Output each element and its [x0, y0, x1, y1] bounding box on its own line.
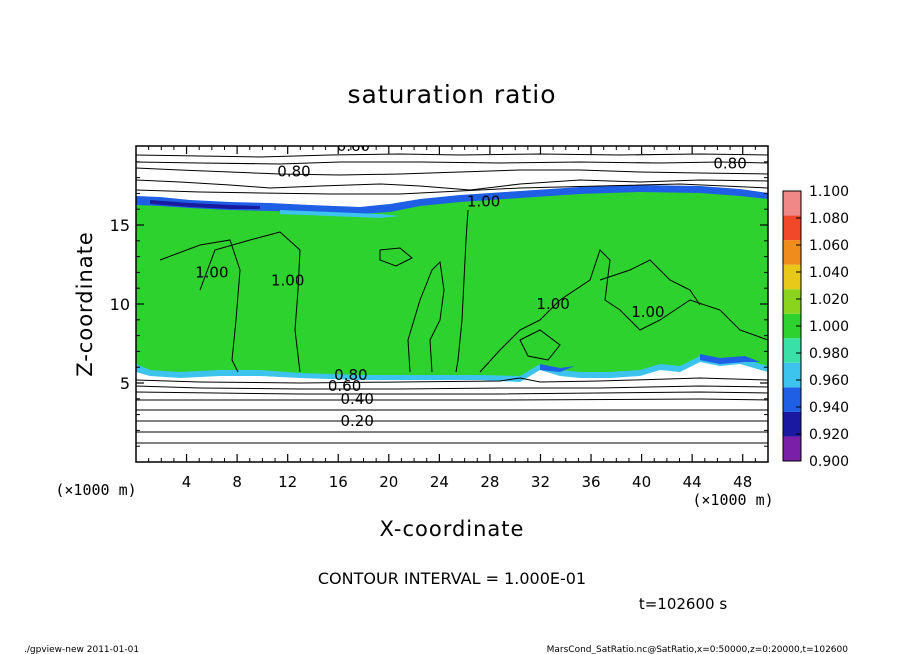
contour-interval-note: CONTOUR INTERVAL = 1.000E-01: [318, 569, 586, 588]
footer-right: MarsCond_SatRatio.nc@SatRatio,x=0:50000,…: [547, 645, 849, 654]
bottom-fringe-blue: [540, 354, 760, 372]
top-fringe-dark: [150, 200, 260, 209]
colorbar-label: 1.080: [809, 211, 849, 227]
contour-label: 1.00: [195, 263, 228, 281]
colorbar-label: 0.960: [809, 373, 849, 389]
x-tick-label: 44: [683, 473, 702, 491]
y-axis-unit: (×1000 m): [55, 481, 136, 499]
colorbar-label: 1.020: [809, 292, 849, 308]
x-axis-unit: (×1000 m): [692, 491, 773, 509]
colorbar-label: 1.000: [809, 319, 849, 335]
contour-label: 1.00: [631, 303, 664, 321]
contour-lines: [136, 153, 768, 444]
x-tick-label: 40: [632, 473, 651, 491]
x-tick-label: 16: [329, 473, 348, 491]
colorbar-swatch: [783, 411, 801, 437]
contour-label: 0.60: [328, 377, 361, 395]
bottom-fringe: [136, 356, 768, 382]
x-tick-label: 20: [379, 473, 398, 491]
colorbar-swatch: [783, 387, 801, 412]
colorbar-swatch: [783, 362, 801, 388]
colorbar-swatch: [783, 338, 801, 363]
x-tick-label: 36: [581, 473, 600, 491]
footer-left: ./gpview-new 2011-01-01: [24, 645, 139, 654]
colorbar-swatch: [783, 264, 801, 290]
contour-label: 0.80: [713, 154, 746, 172]
colorbar-swatch: [783, 215, 801, 241]
contour-label: 0.20: [340, 412, 373, 430]
y-axis: 5 10 15: [110, 161, 768, 447]
chart-title: saturation ratio: [347, 80, 556, 109]
colorbar-label: 0.920: [809, 427, 849, 443]
top-fringe: [136, 185, 768, 214]
contour-label: 0.60: [337, 137, 370, 155]
colorbar-label: 0.980: [809, 346, 849, 362]
colorbar-label: 0.940: [809, 400, 849, 416]
y-tick-label: 15: [110, 216, 130, 235]
y-tick-label: 5: [120, 374, 130, 393]
colorbar-swatch: [783, 191, 801, 216]
contour-label: 0.40: [340, 390, 373, 408]
x-tick-label: 4: [182, 473, 192, 491]
x-axis-label: X-coordinate: [380, 517, 525, 541]
time-label: t=102600 s: [639, 595, 727, 613]
x-tick-label: 24: [430, 473, 449, 491]
contour-label: 0.80: [334, 366, 367, 384]
colorbar-label: 1.060: [809, 238, 849, 254]
colorbar-swatch: [783, 436, 801, 461]
colorbar-swatch: [783, 240, 801, 265]
y-axis-label: Z-coordinate: [73, 231, 97, 377]
colorbar: 0.900 0.920 0.940 0.960 0.980 1.000 1.020 1.040…: [782, 184, 849, 470]
contour-label: 1.00: [271, 271, 304, 289]
saturation-field: 0.600.80 0.801.001.00 1.001.00 1.000.800.60…: [136, 137, 768, 462]
colorbar-swatch: [783, 289, 801, 314]
colorbar-label: 1.040: [809, 265, 849, 281]
colorbar-swatch: [783, 313, 801, 339]
contour-labels: 0.600.80 0.801.001.00 1.001.00 1.000.800.60…: [195, 137, 747, 430]
x-tick-label: 32: [531, 473, 550, 491]
x-tick-label: 8: [232, 473, 242, 491]
contour-label: 1.00: [467, 192, 500, 210]
x-tick-label: 28: [480, 473, 499, 491]
contour-label: 1.00: [536, 295, 569, 313]
y-tick-label: 10: [110, 295, 130, 314]
saturated-layer: [136, 188, 768, 378]
x-tick-label: 12: [278, 473, 297, 491]
colorbar-label: 0.900: [809, 454, 849, 470]
x-axis: 4 8 12 16 20 24 28 32 36 40 44 48: [148, 146, 756, 491]
colorbar-label: 1.100: [809, 184, 849, 200]
contour-label: 0.80: [277, 162, 310, 180]
top-fringe-cyan: [280, 210, 400, 218]
x-tick-label: 48: [733, 473, 752, 491]
